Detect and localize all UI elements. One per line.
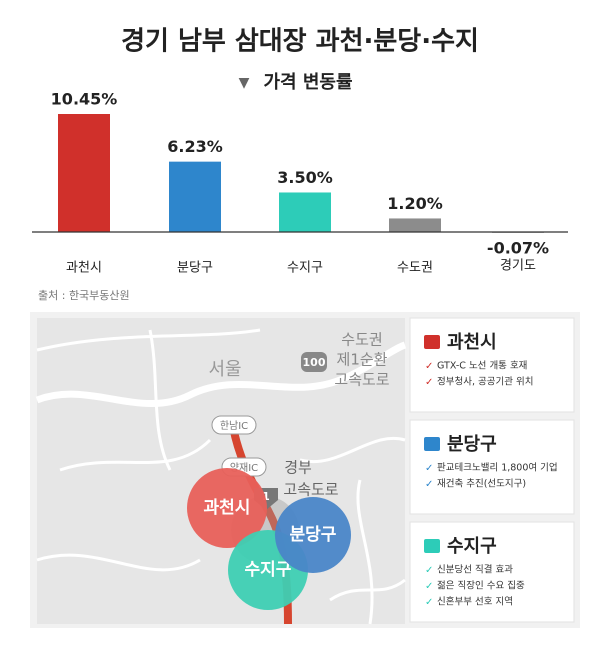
card-item: GTX-C 노선 개통 호재 <box>437 361 527 372</box>
triangle-icon: ▼ <box>239 75 250 91</box>
card-item: 신혼부부 선호 지역 <box>437 596 513 608</box>
road-number: 1 <box>262 490 270 503</box>
district-circle <box>187 468 267 548</box>
chart-subtitle: 가격 변동률 <box>263 72 352 93</box>
river <box>35 341 407 407</box>
source: 출처 : 한국부동산원 <box>38 289 130 302</box>
card-item: 정부청사, 공공기관 위치 <box>437 376 533 388</box>
map-label: 고속도로 <box>334 371 389 389</box>
x-tick-label: 경기도 <box>500 259 536 274</box>
card-icon <box>424 335 440 349</box>
bar <box>58 114 110 232</box>
x-tick-label: 수지구 <box>287 261 323 276</box>
card <box>409 521 575 623</box>
roads <box>36 328 406 625</box>
map-label: 경부 <box>284 459 312 477</box>
bar <box>169 161 221 232</box>
x-tick-label: 과천시 <box>66 261 102 276</box>
road-number: 100 <box>303 356 326 369</box>
check: ✓ <box>425 463 433 474</box>
check: ✓ <box>425 597 433 608</box>
map-label: 한남IC <box>220 420 248 432</box>
bar <box>389 218 441 232</box>
value-label: 3.50% <box>277 168 333 187</box>
district-label: 수지구 <box>245 560 292 580</box>
card-item: 판교테크노밸리 1,800여 기업 <box>437 462 558 474</box>
check: ✓ <box>425 479 433 490</box>
value-label: 10.45% <box>51 90 118 109</box>
ic-badge <box>211 415 257 435</box>
card-icon <box>424 539 440 553</box>
card-item: 신분당선 직결 효과 <box>437 565 513 576</box>
card-title: 분당구 <box>447 434 497 455</box>
check: ✓ <box>425 581 433 592</box>
value-label: 6.23% <box>167 137 223 156</box>
district-label: 분당구 <box>290 525 337 545</box>
chart-title: 경기 남부 삼대장 과천·분당·수지 <box>121 27 479 57</box>
bar <box>279 192 331 232</box>
district-circle <box>275 497 351 573</box>
check: ✓ <box>425 565 433 576</box>
map-label: 서울 <box>208 359 241 380</box>
card <box>409 317 575 413</box>
map: 서울 100 수도권 제1순환 고속도로 한남IC 양재IC 경부 고속도로 1… <box>35 318 407 625</box>
card-title: 수지구 <box>447 536 497 557</box>
map-label: 수도권 <box>341 331 382 349</box>
x-tick-label: 분당구 <box>177 261 213 276</box>
card-item: 젊은 직장인 수요 집중 <box>437 580 525 592</box>
map-label: 고속도로 <box>283 481 338 499</box>
card-title: 과천시 <box>447 332 497 353</box>
card-icon <box>424 437 440 451</box>
map-label: 제1순환 <box>337 351 388 369</box>
check: ✓ <box>425 377 433 388</box>
value-label: -0.07% <box>487 238 549 257</box>
check: ✓ <box>425 361 433 372</box>
x-tick-label: 수도권 <box>397 261 433 276</box>
road-shield <box>301 352 327 372</box>
value-label: 1.20% <box>387 194 443 213</box>
card <box>409 419 575 515</box>
card-item: 재건축 추진(선도지구) <box>437 479 526 490</box>
district-label: 과천시 <box>204 498 251 518</box>
